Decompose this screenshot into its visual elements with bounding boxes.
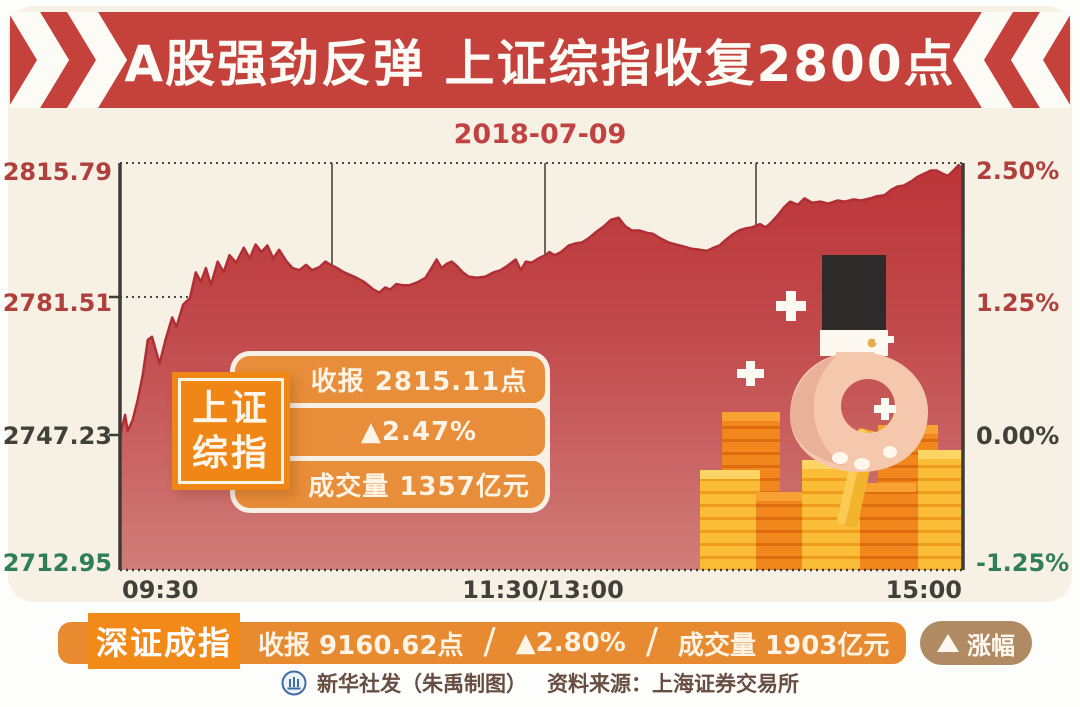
- chevron-right-icon: [953, 12, 1070, 108]
- footer-credit: 新华社发（朱禹制图）: [317, 672, 527, 696]
- y-axis-label: 2712.95: [2, 549, 112, 577]
- footer-source: 资料来源：上海证券交易所: [547, 672, 799, 696]
- pct-axis-label: 1.25%: [976, 289, 1060, 317]
- y-axis-label: 2815.79: [2, 158, 112, 186]
- sz-change: ▲2.80%: [515, 628, 626, 658]
- banner-background: [10, 12, 1070, 108]
- footer: 新华社发（朱禹制图） 资料来源：上海证券交易所: [0, 668, 1080, 698]
- xinhua-logo-icon: [281, 670, 307, 696]
- sz-volume: 成交量 1903亿元: [677, 630, 890, 661]
- legend-label: 涨幅: [967, 631, 1015, 660]
- x-axis-label: 11:30/13:00: [462, 576, 624, 604]
- index-tag-shenzhen: 深证成指: [88, 613, 240, 669]
- pct-axis-label: 0.00%: [976, 422, 1060, 450]
- x-axis-label: 15:00: [885, 576, 962, 604]
- separator: /: [483, 620, 496, 662]
- index-tag-shanghai: 上证 综指: [172, 372, 290, 490]
- sz-close: 收报 9160.62点: [258, 630, 464, 661]
- y-axis-label: 2781.51: [2, 289, 112, 317]
- x-axis-label: 09:30: [122, 576, 199, 604]
- date-label: 2018-07-09: [453, 119, 627, 150]
- y-axis-label: 2747.23: [2, 422, 112, 450]
- page-title: A股强劲反弹 上证综指收复2800点: [124, 35, 956, 93]
- up-triangle-icon: [937, 634, 959, 652]
- banner: A股强劲反弹 上证综指收复2800点: [10, 12, 1070, 108]
- separator: /: [645, 620, 658, 662]
- legend-pill: 涨幅: [920, 621, 1032, 665]
- chevron-left-icon: [10, 12, 127, 108]
- pct-axis-label: 2.50%: [976, 157, 1060, 185]
- pct-axis-label: -1.25%: [976, 549, 1070, 577]
